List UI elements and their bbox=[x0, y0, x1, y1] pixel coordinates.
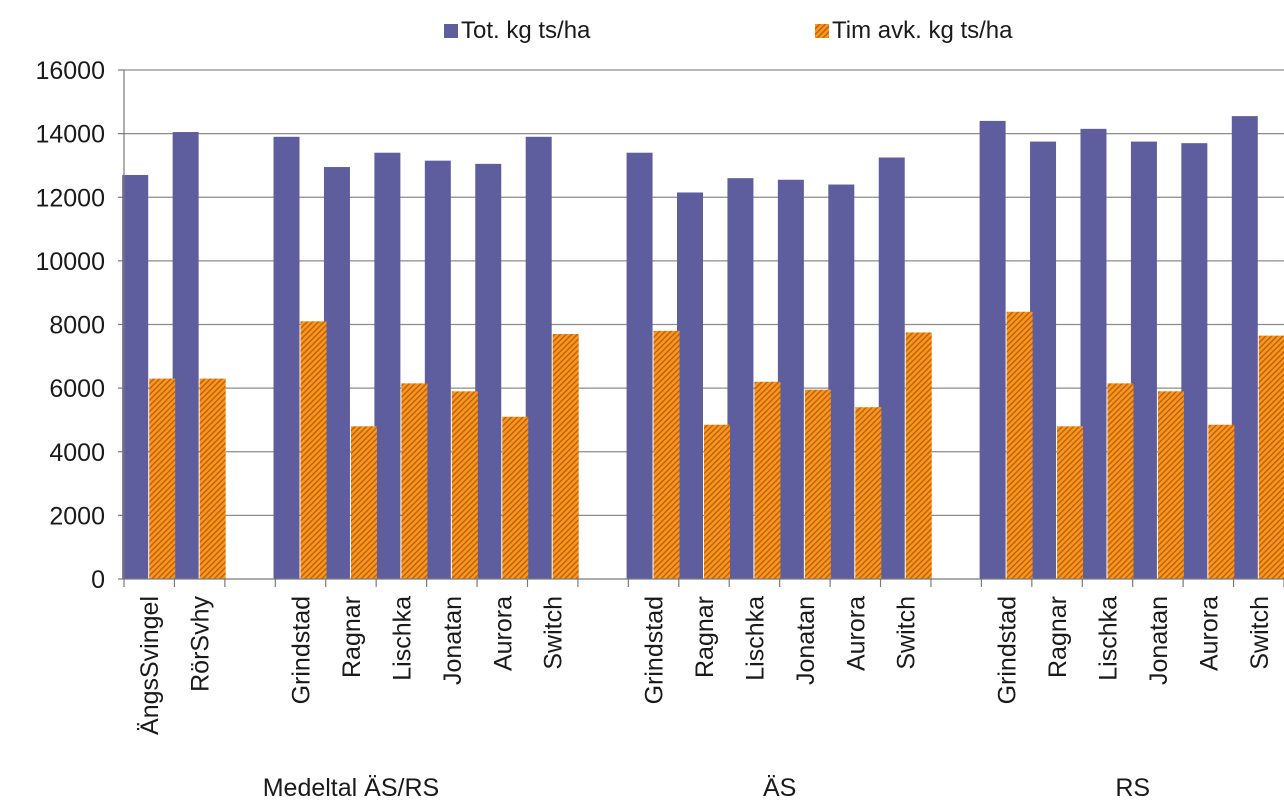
bar-tim bbox=[1107, 383, 1134, 579]
x-tick-label: Lischka bbox=[741, 596, 769, 681]
bar-tim bbox=[149, 378, 176, 579]
bar-tot bbox=[424, 160, 451, 579]
x-tick-label: Grindstad bbox=[288, 596, 316, 704]
x-tick-label: RörSvhy bbox=[187, 596, 215, 692]
bar-tim bbox=[653, 330, 680, 579]
bar-tot bbox=[828, 184, 855, 579]
bar-tim bbox=[1006, 311, 1033, 579]
x-tick-label: Switch bbox=[893, 596, 921, 670]
bar-tot bbox=[374, 152, 401, 579]
bar-tot bbox=[979, 120, 1006, 580]
y-tick-label: 14000 bbox=[35, 121, 105, 149]
bar-tim bbox=[199, 378, 226, 579]
y-tick-label: 4000 bbox=[49, 439, 105, 467]
legend-label-tot: Tot. kg ts/ha bbox=[461, 17, 591, 44]
bar-tim bbox=[1157, 391, 1184, 579]
legend-swatch-tim bbox=[815, 24, 829, 38]
x-tick-label: Switch bbox=[540, 596, 568, 670]
x-tick-label: Lischka bbox=[388, 596, 416, 681]
bar-tot bbox=[475, 163, 502, 580]
y-tick-label: 2000 bbox=[49, 502, 105, 530]
bar-tim bbox=[1057, 426, 1084, 579]
bar-tim bbox=[300, 321, 327, 579]
bars bbox=[122, 116, 1284, 580]
x-tick-label: Aurora bbox=[1195, 596, 1223, 671]
legend-label-tim: Tim avk. kg ts/ha bbox=[832, 17, 1013, 44]
x-tick-label: Ragnar bbox=[1044, 596, 1072, 678]
x-tick-label: Lischka bbox=[1094, 596, 1122, 681]
y-tick-label: 6000 bbox=[49, 375, 105, 403]
axes bbox=[123, 70, 1284, 587]
bar-tot bbox=[1030, 141, 1057, 579]
x-tick-label: Jonatan bbox=[792, 596, 820, 685]
bar-tim bbox=[804, 389, 831, 579]
bar-tot bbox=[323, 167, 350, 579]
x-tick-label: Aurora bbox=[489, 596, 517, 671]
bar-tim bbox=[350, 426, 377, 579]
x-tick-label: Grindstad bbox=[994, 596, 1022, 704]
bar-tot bbox=[727, 178, 754, 579]
group-label: Medeltal ÄS/RS bbox=[263, 774, 439, 802]
bar-tot bbox=[878, 157, 905, 579]
y-tick-label: 16000 bbox=[35, 57, 105, 85]
bar-tot bbox=[172, 132, 199, 580]
bar-tot bbox=[122, 174, 149, 579]
group-label: ÄS bbox=[763, 774, 796, 802]
y-tick-label: 8000 bbox=[49, 312, 105, 340]
y-tick-label: 12000 bbox=[35, 184, 105, 212]
y-tick-label: 10000 bbox=[35, 248, 105, 276]
bar-tim bbox=[502, 416, 529, 579]
y-tick-labels: 0 2000 4000 6000 8000 10000 12000 14000 16000 bbox=[35, 57, 105, 594]
bar-tot bbox=[1181, 143, 1208, 579]
bar-tot bbox=[777, 179, 804, 580]
bar-tot bbox=[1130, 141, 1157, 579]
bar-tim bbox=[401, 383, 428, 579]
legend-swatch-tot bbox=[444, 24, 458, 38]
legend: Tot. kg ts/ha Tim avk. kg ts/ha bbox=[444, 17, 1013, 44]
group-label: RS bbox=[1115, 774, 1150, 802]
bar-tot bbox=[677, 192, 703, 579]
bar-tim bbox=[451, 391, 478, 579]
y-tick-label: 0 bbox=[91, 566, 105, 594]
x-tick-label: ÄngsSvingel bbox=[136, 596, 164, 735]
x-tick-label: Jonatan bbox=[439, 596, 467, 685]
bar-tot bbox=[273, 136, 300, 579]
bar-tim bbox=[905, 332, 932, 579]
bar-tim bbox=[1258, 335, 1284, 579]
x-tick-label: Aurora bbox=[842, 596, 870, 671]
bar-tim bbox=[855, 407, 882, 579]
bar-tot bbox=[1231, 116, 1258, 580]
x-tick-label: Ragnar bbox=[691, 596, 719, 678]
x-tick-labels: ÄngsSvingel RörSvhy Grindstad Ragnar Lischka… bbox=[136, 596, 1274, 735]
bar-tim bbox=[754, 381, 781, 579]
x-tick-label: Ragnar bbox=[338, 596, 366, 678]
bar-tot bbox=[626, 152, 653, 579]
bar-tim bbox=[1208, 424, 1235, 579]
bar-tim bbox=[552, 334, 579, 579]
x-tick-label: Jonatan bbox=[1145, 596, 1173, 685]
bar-tim bbox=[704, 424, 730, 579]
bar-tot bbox=[1080, 128, 1107, 579]
x-tick-label: Switch bbox=[1246, 596, 1274, 670]
group-labels: Medeltal ÄS/RS ÄS RS bbox=[263, 774, 1150, 802]
bar-tot bbox=[525, 136, 552, 579]
x-tick-label: Grindstad bbox=[641, 596, 669, 704]
